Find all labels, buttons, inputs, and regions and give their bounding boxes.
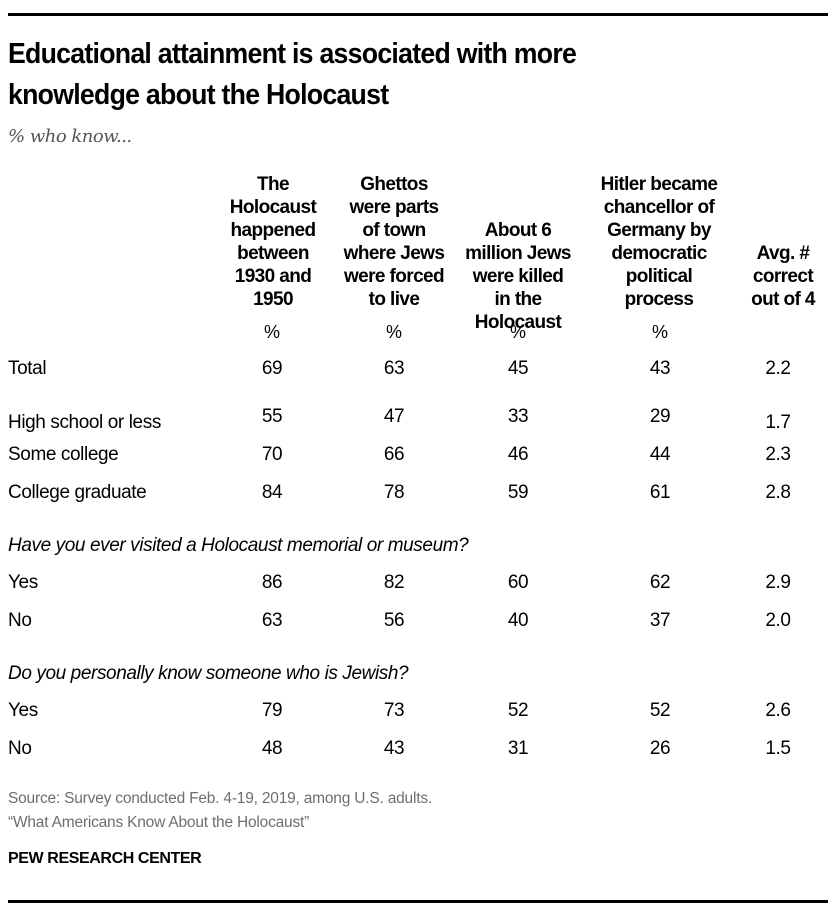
table-cell: 56 [383, 610, 405, 631]
column-header-ghettos: Ghettos were parts of town where Jews we… [324, 173, 464, 311]
header-line: million Jews [465, 243, 571, 264]
header-line: in the [494, 289, 542, 310]
table-cell: 31 [507, 738, 529, 759]
header-line: were parts [349, 197, 439, 218]
header-line: democratic [611, 243, 707, 264]
section-heading-know-jewish: Do you personally know someone who is Je… [8, 663, 409, 684]
table-cell: 2.6 [765, 700, 791, 721]
table-cell: 60 [507, 572, 529, 593]
header-line: Holocaust [474, 312, 562, 333]
row-label-college-graduate: College graduate [8, 482, 147, 503]
table-cell: 2.3 [765, 444, 791, 465]
table-cell: 29 [649, 406, 671, 427]
table-cell: 61 [649, 482, 671, 503]
header-line: Hitler became [600, 174, 718, 195]
header-line: between [237, 243, 309, 264]
header-line: correct [752, 266, 814, 287]
unit-label: % [263, 322, 280, 342]
row-label-know-jewish-yes: Yes [8, 700, 38, 721]
table-cell: 48 [261, 738, 283, 759]
header-line: of town [362, 220, 426, 241]
table-cell: 47 [383, 406, 405, 427]
row-label-some-college: Some college [8, 444, 119, 465]
title-line-1: Educational attainment is associated wit… [8, 38, 577, 70]
table-cell: 43 [383, 738, 405, 759]
table-cell: 84 [261, 482, 283, 503]
header-line: About 6 [484, 220, 552, 241]
top-rule [8, 13, 828, 16]
column-header-hitler-chancellor: Hitler became chancellor of Germany by d… [578, 173, 740, 311]
header-line: The [257, 174, 290, 195]
header-line: political [625, 266, 693, 287]
header-line: out of 4 [751, 289, 815, 310]
header-line: were killed [472, 266, 564, 287]
brand-logo-text: PEW RESEARCH CENTER [8, 850, 202, 867]
table-cell: 63 [261, 610, 283, 631]
header-line: Holocaust [229, 197, 317, 218]
column-header-avg-correct: Avg. # correct out of 4 [730, 242, 836, 311]
table-cell: 44 [649, 444, 671, 465]
header-line: happened [230, 220, 317, 241]
table-cell: 33 [507, 406, 529, 427]
table-cell: 78 [383, 482, 405, 503]
table-cell: 62 [649, 572, 671, 593]
table-cell: 46 [507, 444, 529, 465]
header-line: where Jews [343, 243, 445, 264]
row-label-know-jewish-no: No [8, 738, 32, 759]
table-cell: 26 [649, 738, 671, 759]
table-cell: 79 [261, 700, 283, 721]
table-cell: 2.0 [765, 610, 791, 631]
row-label-visited-yes: Yes [8, 572, 38, 593]
header-line: Avg. # [756, 243, 810, 264]
table-cell: 52 [507, 700, 529, 721]
table-cell: 70 [261, 444, 283, 465]
table-cell: 2.8 [765, 482, 791, 503]
table-cell: 1.5 [765, 738, 791, 759]
section-heading-visited-memorial: Have you ever visited a Holocaust memori… [8, 535, 469, 556]
table-cell: 69 [261, 358, 283, 379]
row-label-total: Total [8, 358, 47, 379]
unit-label: % [509, 322, 526, 342]
header-line: 1930 and [234, 266, 312, 287]
column-header-six-million: About 6 million Jews were killed in the … [448, 219, 588, 334]
title-line-2: knowledge about the Holocaust [8, 79, 389, 111]
table-cell: 55 [261, 406, 283, 427]
unit-label: % [651, 322, 668, 342]
row-label-visited-no: No [8, 610, 32, 631]
table-cell: 37 [649, 610, 671, 631]
header-line: Germany by [607, 220, 711, 241]
table-cell: 1.7 [765, 412, 791, 433]
header-line: 1950 [253, 289, 293, 310]
row-label-high-school: High school or less [8, 412, 161, 433]
source-note: Source: Survey conducted Feb. 4-19, 2019… [8, 790, 432, 807]
table-cell: 52 [649, 700, 671, 721]
report-title-note: “What Americans Know About the Holocaust… [8, 814, 310, 831]
table-cell: 73 [383, 700, 405, 721]
header-line: were forced [343, 266, 445, 287]
table-cell: 2.9 [765, 572, 791, 593]
header-line: process [624, 289, 694, 310]
table-cell: 40 [507, 610, 529, 631]
table-cell: 66 [383, 444, 405, 465]
column-header-holocaust-dates: The Holocaust happened between 1930 and … [212, 173, 334, 311]
table-cell: 2.2 [765, 358, 791, 379]
table-cell: 45 [507, 358, 529, 379]
table-cell: 59 [507, 482, 529, 503]
table-cell: 43 [649, 358, 671, 379]
header-line: chancellor of [603, 197, 715, 218]
table-cell: 82 [383, 572, 405, 593]
bottom-rule [8, 900, 828, 903]
chart-subtitle: % who know... [8, 126, 132, 147]
chart-title: Educational attainment is associated wit… [8, 34, 744, 116]
unit-label: % [385, 322, 402, 342]
table-cell: 86 [261, 572, 283, 593]
header-line: Ghettos [360, 174, 428, 195]
header-line: to live [368, 289, 420, 310]
table-cell: 63 [383, 358, 405, 379]
